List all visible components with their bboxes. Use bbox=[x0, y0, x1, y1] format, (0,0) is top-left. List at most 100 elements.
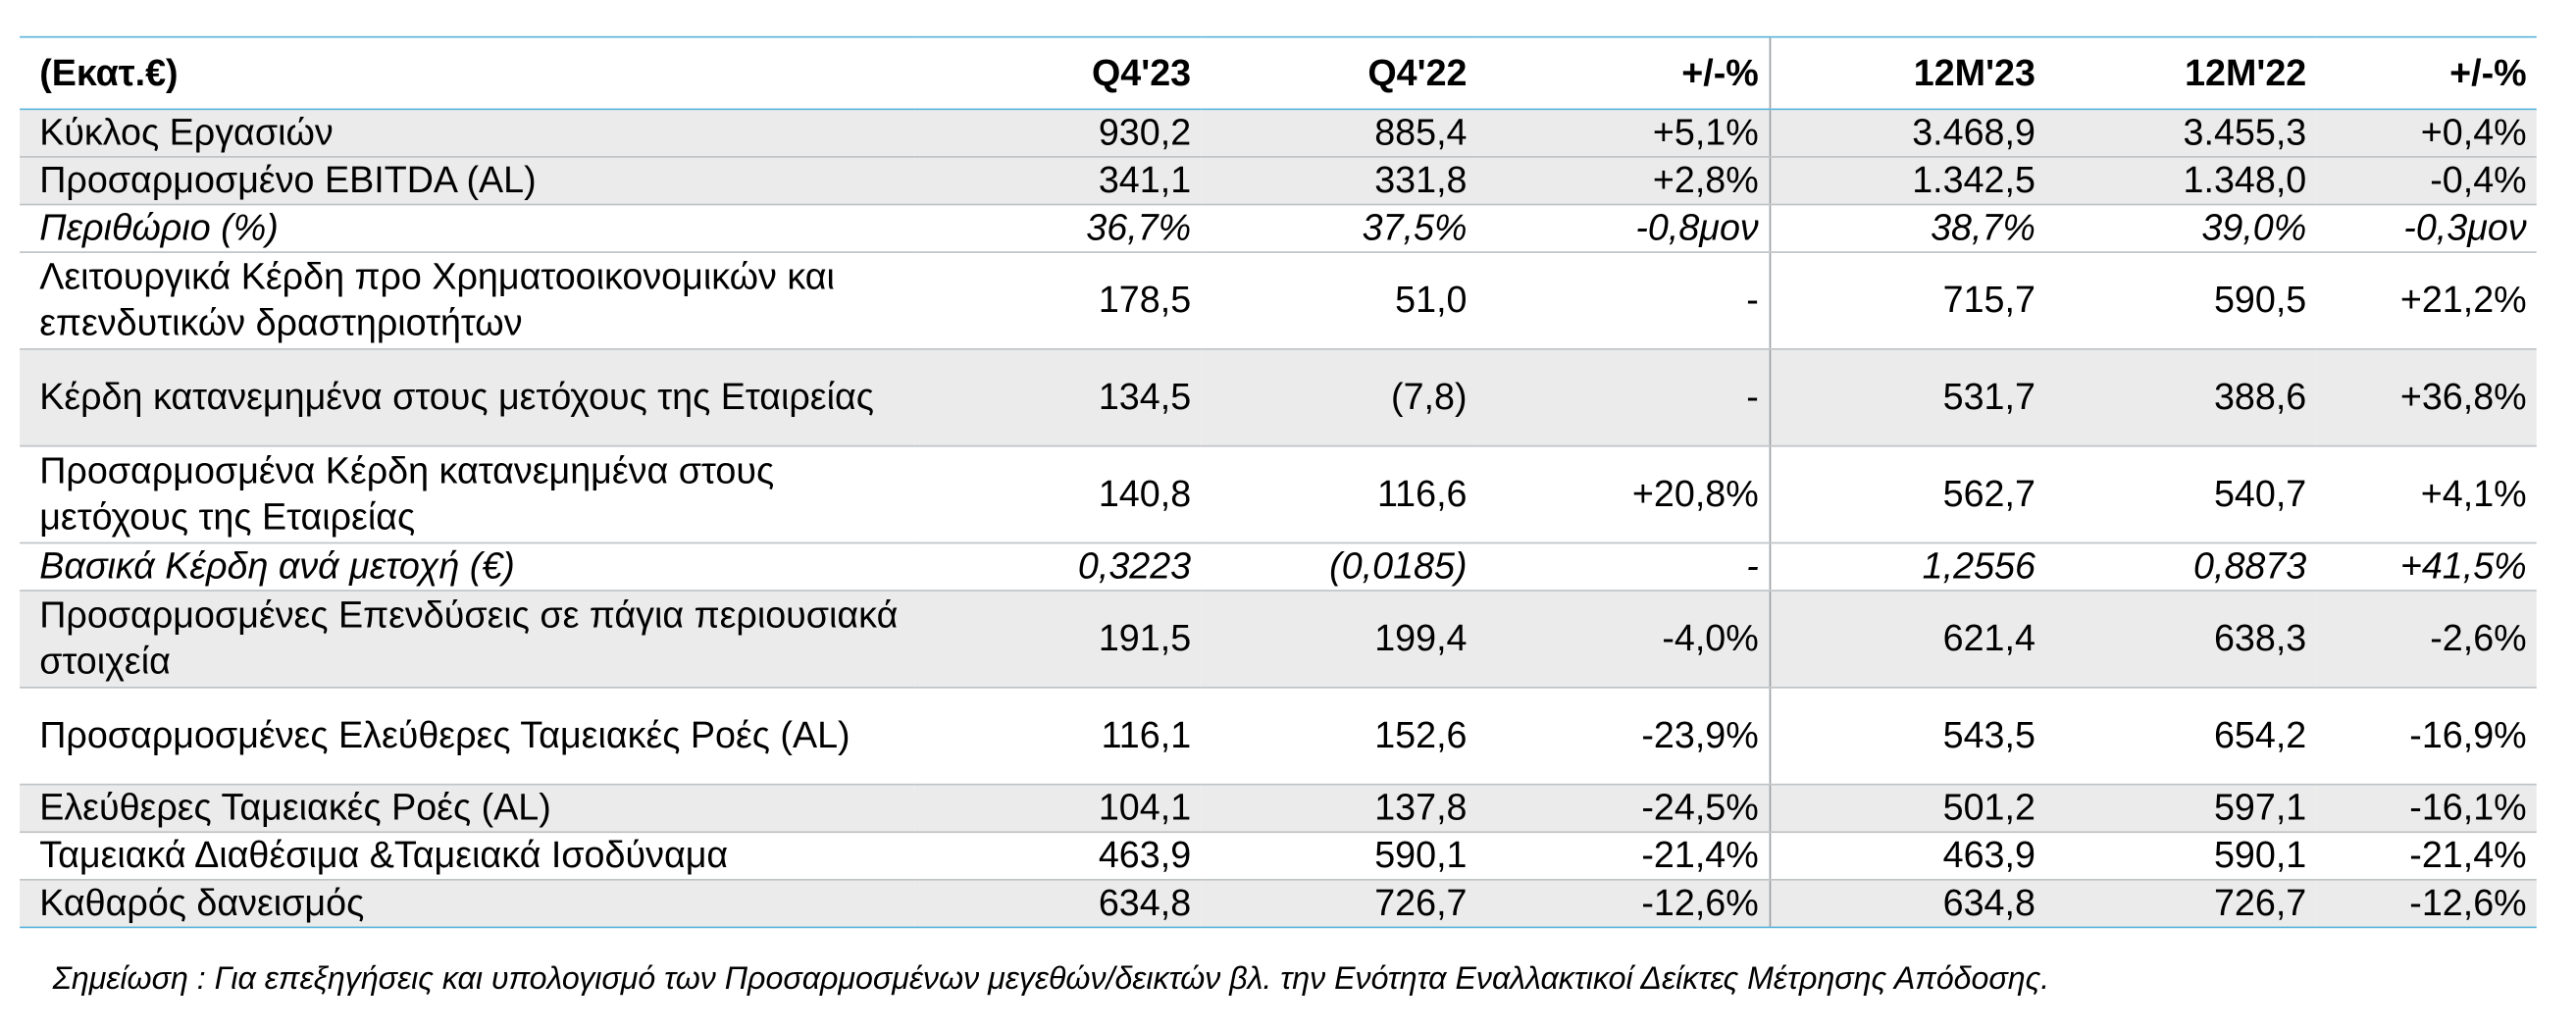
12m-23-value: 621,4 bbox=[1768, 591, 2046, 689]
annual-change-value: -0,3μον bbox=[2316, 204, 2537, 253]
quarter-change-value: - bbox=[1476, 348, 1770, 447]
annual-change-value: -12,6% bbox=[2316, 879, 2537, 929]
q4-22-value: 137,8 bbox=[1201, 784, 1477, 834]
row-label: Κέρδη κατανεμημένα στους μετόχους της Ετ… bbox=[20, 348, 915, 447]
table-row: Προσαρμοσμένα Κέρδη κατανεμημένα στους μ… bbox=[20, 445, 2537, 544]
table-row: Λειτουργικά Κέρδη προ Χρηματοοικονομικών… bbox=[20, 252, 2537, 350]
q4-22-value: 37,5% bbox=[1201, 204, 1477, 253]
table-row: Προσαρμοσμένες Ελεύθερες Ταμειακές Ροές … bbox=[20, 687, 2537, 786]
12m-23-value: 38,7% bbox=[1768, 204, 2046, 253]
q4-23-value: 341,1 bbox=[914, 156, 1202, 206]
row-label: Περιθώριο (%) bbox=[20, 204, 915, 253]
table-row: Ταμειακά Διαθέσιμα &Ταμειακά Ισοδύναμα 4… bbox=[20, 832, 2537, 881]
quarter-change-value: - bbox=[1476, 252, 1770, 350]
12m-22-value: 654,2 bbox=[2045, 687, 2317, 786]
12m-23-value: 1.342,5 bbox=[1768, 156, 2046, 206]
12m-22-value: 0,8873 bbox=[2045, 542, 2317, 592]
table-row: Καθαρός δανεισμός 634,8 726,7 -12,6% 634… bbox=[20, 879, 2537, 929]
q4-23-value: 930,2 bbox=[914, 109, 1202, 158]
12m-23-value: 562,7 bbox=[1768, 445, 2046, 544]
q4-23-value: 140,8 bbox=[914, 445, 1202, 544]
q4-23-value: 104,1 bbox=[914, 784, 1202, 834]
quarter-change-value: - bbox=[1476, 542, 1770, 592]
q4-22-value: 152,6 bbox=[1201, 687, 1477, 786]
q4-23-value: 0,3223 bbox=[914, 542, 1202, 592]
12m-22-value: 3.455,3 bbox=[2045, 109, 2317, 158]
quarter-change-header: +/-% bbox=[1476, 35, 1770, 111]
12m-23-value: 531,7 bbox=[1768, 348, 2046, 447]
table-row: Προσαρμοσμένες Επενδύσεις σε πάγια περιο… bbox=[20, 591, 2537, 689]
q4-22-value: 885,4 bbox=[1201, 109, 1477, 158]
12m-22-value: 590,5 bbox=[2045, 252, 2317, 350]
row-label: Προσαρμοσμένα Κέρδη κατανεμημένα στους μ… bbox=[20, 445, 915, 544]
annual-change-value: -0,4% bbox=[2316, 156, 2537, 206]
q4-23-value: 134,5 bbox=[914, 348, 1202, 447]
row-label: Ελεύθερες Ταμειακές Ροές (AL) bbox=[20, 784, 915, 834]
12m-23-value: 3.468,9 bbox=[1768, 109, 2046, 158]
12m-23-header: 12M'23 bbox=[1768, 35, 2046, 111]
annual-change-value: -16,1% bbox=[2316, 784, 2537, 834]
12m-22-header: 12M'22 bbox=[2045, 35, 2317, 111]
footnote: Σημείωση : Για επεξηγήσεις και υπολογισμ… bbox=[52, 962, 2050, 998]
quarter-change-value: -12,6% bbox=[1476, 879, 1770, 929]
row-label: Προσαρμοσμένο EBITDA (AL) bbox=[20, 156, 915, 206]
quarter-change-value: -24,5% bbox=[1476, 784, 1770, 834]
annual-change-value: +41,5% bbox=[2316, 542, 2537, 592]
quarter-change-value: -4,0% bbox=[1476, 591, 1770, 689]
row-label: Λειτουργικά Κέρδη προ Χρηματοοικονομικών… bbox=[20, 252, 915, 350]
annual-change-value: +36,8% bbox=[2316, 348, 2537, 447]
table-row: Βασικά Κέρδη ανά μετοχή (€) 0,3223 (0,01… bbox=[20, 542, 2537, 592]
row-label: Προσαρμοσμένες Επενδύσεις σε πάγια περιο… bbox=[20, 591, 915, 689]
12m-22-value: 39,0% bbox=[2045, 204, 2317, 253]
q4-23-value: 178,5 bbox=[914, 252, 1202, 350]
quarter-change-value: -0,8μον bbox=[1476, 204, 1770, 253]
row-label: Κύκλος Εργασιών bbox=[20, 109, 915, 158]
q4-22-header: Q4'22 bbox=[1201, 35, 1477, 111]
12m-23-value: 1,2556 bbox=[1768, 542, 2046, 592]
q4-22-value: 331,8 bbox=[1201, 156, 1477, 206]
row-label: Βασικά Κέρδη ανά μετοχή (€) bbox=[20, 542, 915, 592]
annual-change-value: -2,6% bbox=[2316, 591, 2537, 689]
q4-23-value: 463,9 bbox=[914, 832, 1202, 881]
unit-header: (Εκατ.€) bbox=[20, 35, 915, 111]
12m-23-value: 463,9 bbox=[1768, 832, 2046, 881]
table-row: Κύκλος Εργασιών 930,2 885,4 +5,1% 3.468,… bbox=[20, 109, 2537, 158]
quarter-change-value: +2,8% bbox=[1476, 156, 1770, 206]
annual-change-value: +21,2% bbox=[2316, 252, 2537, 350]
table-row: Κέρδη κατανεμημένα στους μετόχους της Ετ… bbox=[20, 348, 2537, 447]
quarter-change-value: -23,9% bbox=[1476, 687, 1770, 786]
table-row: Ελεύθερες Ταμειακές Ροές (AL) 104,1 137,… bbox=[20, 784, 2537, 834]
q4-22-value: 116,6 bbox=[1201, 445, 1477, 544]
table-row: Προσαρμοσμένο EBITDA (AL) 341,1 331,8 +2… bbox=[20, 156, 2537, 206]
q4-22-value: 590,1 bbox=[1201, 832, 1477, 881]
q4-23-value: 634,8 bbox=[914, 879, 1202, 929]
row-label: Καθαρός δανεισμός bbox=[20, 879, 915, 929]
q4-23-value: 116,1 bbox=[914, 687, 1202, 786]
12m-23-value: 543,5 bbox=[1768, 687, 2046, 786]
annual-change-header: +/-% bbox=[2316, 35, 2537, 111]
q4-23-header: Q4'23 bbox=[914, 35, 1202, 111]
12m-22-value: 638,3 bbox=[2045, 591, 2317, 689]
12m-23-value: 634,8 bbox=[1768, 879, 2046, 929]
row-label: Προσαρμοσμένες Ελεύθερες Ταμειακές Ροές … bbox=[20, 687, 915, 786]
12m-22-value: 540,7 bbox=[2045, 445, 2317, 544]
q4-23-value: 36,7% bbox=[914, 204, 1202, 253]
q4-22-value: 199,4 bbox=[1201, 591, 1477, 689]
annual-change-value: -16,9% bbox=[2316, 687, 2537, 786]
row-label: Ταμειακά Διαθέσιμα &Ταμειακά Ισοδύναμα bbox=[20, 832, 915, 881]
q4-22-value: 51,0 bbox=[1201, 252, 1477, 350]
12m-22-value: 388,6 bbox=[2045, 348, 2317, 447]
quarter-change-value: +20,8% bbox=[1476, 445, 1770, 544]
12m-22-value: 590,1 bbox=[2045, 832, 2317, 881]
financial-table: (Εκατ.€) Q4'23 Q4'22 +/-% 12M'23 12M'22 … bbox=[20, 35, 2537, 929]
12m-23-value: 501,2 bbox=[1768, 784, 2046, 834]
quarter-change-value: -21,4% bbox=[1476, 832, 1770, 881]
12m-22-value: 1.348,0 bbox=[2045, 156, 2317, 206]
quarter-change-value: +5,1% bbox=[1476, 109, 1770, 158]
12m-22-value: 597,1 bbox=[2045, 784, 2317, 834]
annual-change-value: -21,4% bbox=[2316, 832, 2537, 881]
annual-change-value: +4,1% bbox=[2316, 445, 2537, 544]
12m-23-value: 715,7 bbox=[1768, 252, 2046, 350]
table-row: Περιθώριο (%) 36,7% 37,5% -0,8μον 38,7% … bbox=[20, 204, 2537, 253]
